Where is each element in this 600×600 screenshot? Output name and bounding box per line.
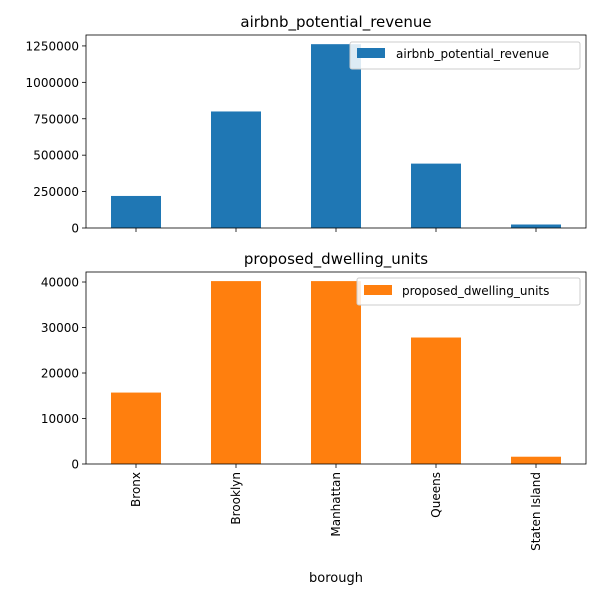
xtick-label-dwelling-brooklyn: Brooklyn	[229, 472, 243, 525]
legend-label-revenue: airbnb_potential_revenue	[396, 47, 549, 61]
bar-revenue-staten-island	[511, 224, 561, 228]
bar-dwelling-manhattan	[311, 281, 361, 464]
bars-dwelling	[111, 281, 561, 464]
xtick-label-dwelling-bronx: Bronx	[129, 472, 143, 507]
plot-frame-dwelling	[85, 271, 587, 465]
subplot-dwelling: proposed_dwelling_units 0 10000 20000 30000…	[41, 250, 587, 586]
bar-revenue-manhattan	[311, 44, 361, 228]
bar-dwelling-brooklyn	[211, 281, 261, 464]
ytick-label-revenue-750000: 750000	[33, 112, 79, 126]
subplot-revenue: airbnb_potential_revenue 0 250000 500000 75…	[26, 13, 587, 236]
bar-dwelling-staten-island	[511, 456, 561, 464]
ytick-label-revenue-250000: 250000	[33, 185, 79, 199]
legend-swatch-revenue	[357, 48, 385, 58]
xtick-label-dwelling-queens: Queens	[429, 472, 443, 518]
ytick-label-revenue-1000000: 1000000	[26, 76, 79, 90]
ytick-label-revenue-500000: 500000	[33, 149, 79, 163]
bar-revenue-bronx	[111, 195, 161, 228]
bar-dwelling-queens	[411, 337, 461, 464]
bar-revenue-brooklyn	[211, 111, 261, 228]
plot-frame-revenue	[85, 34, 587, 229]
xtick-label-dwelling-manhattan: Manhattan	[329, 472, 343, 537]
yaxis-revenue: 0 250000 500000 750000 1000000 1250000	[26, 39, 86, 236]
legend-revenue: airbnb_potential_revenue	[349, 41, 581, 70]
subplot-title-revenue: airbnb_potential_revenue	[240, 13, 431, 32]
bars-revenue	[111, 44, 561, 228]
ytick-label-revenue-0: 0	[71, 222, 79, 236]
legend-box-revenue	[349, 41, 581, 70]
ytick-label-dwelling-20000: 20000	[41, 367, 79, 381]
ytick-label-revenue-1250000: 1250000	[26, 39, 79, 53]
legend-swatch-dwelling	[364, 285, 392, 295]
xtick-label-dwelling-staten-island: Staten Island	[529, 472, 543, 551]
xaxis-label-dwelling: borough	[309, 571, 363, 586]
bar-dwelling-bronx	[111, 392, 161, 464]
ytick-label-dwelling-0: 0	[71, 458, 79, 472]
xaxis-dwelling: Bronx Brooklyn Manhattan Queens Staten Islan…	[129, 464, 543, 551]
xaxis-revenue	[135, 228, 537, 232]
ytick-label-dwelling-40000: 40000	[41, 276, 79, 290]
ytick-label-dwelling-30000: 30000	[41, 321, 79, 335]
yaxis-dwelling: 0 10000 20000 30000 40000	[41, 276, 86, 472]
legend-box-dwelling	[356, 277, 581, 306]
bar-revenue-queens	[411, 163, 461, 228]
legend-dwelling: proposed_dwelling_units	[356, 277, 581, 306]
legend-label-dwelling: proposed_dwelling_units	[402, 284, 549, 298]
ytick-label-dwelling-10000: 10000	[41, 412, 79, 426]
subplot-title-dwelling: proposed_dwelling_units	[244, 250, 428, 269]
